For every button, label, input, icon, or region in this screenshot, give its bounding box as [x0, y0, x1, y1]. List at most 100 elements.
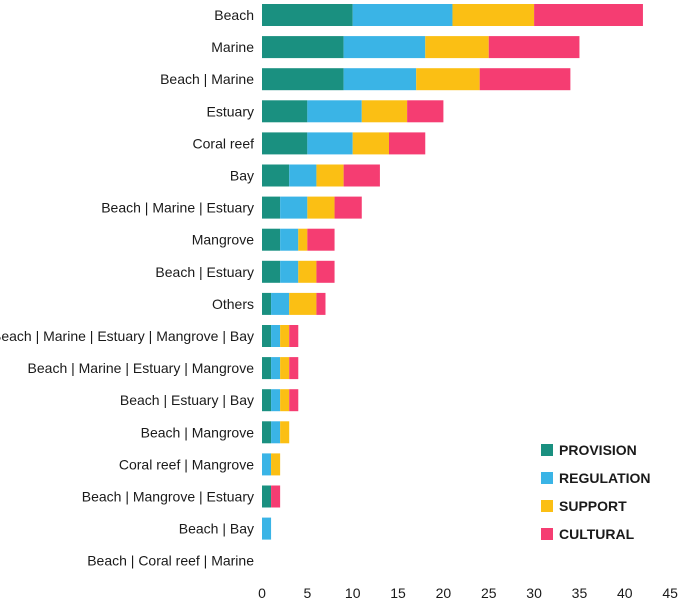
- category-label-coral-reef-mangrove: Coral reef | Mangrove: [119, 456, 254, 472]
- bar-mangrove-provision[interactable]: [262, 228, 281, 251]
- bar-coral-reef-provision[interactable]: [262, 132, 308, 155]
- category-label-beach-marine-estuary-mangrove: Beach | Marine | Estuary | Mangrove: [28, 360, 255, 376]
- bar-mangrove-support[interactable]: [298, 228, 308, 251]
- x-tick-40: 40: [617, 585, 633, 601]
- legend-label-provision[interactable]: PROVISION: [559, 442, 637, 458]
- category-label-beach-mangrove-estuary: Beach | Mangrove | Estuary: [82, 489, 254, 505]
- bar-beach-marine-estuary-mangrove-cultural[interactable]: [289, 357, 299, 380]
- bar-beach-marine-estuary-mangrove-support[interactable]: [280, 357, 290, 380]
- x-tick-0: 0: [258, 585, 266, 601]
- bar-marine-cultural[interactable]: [488, 36, 580, 59]
- legend-swatch-regulation[interactable]: [541, 472, 553, 484]
- x-tick-10: 10: [345, 585, 361, 601]
- bar-beach-marine-estuary-mangrove-bay-provision[interactable]: [262, 325, 272, 347]
- legend-label-support[interactable]: SUPPORT: [559, 498, 627, 514]
- bar-beach-support[interactable]: [452, 4, 535, 26]
- bar-mangrove-regulation[interactable]: [280, 228, 299, 251]
- bar-beach-provision[interactable]: [262, 4, 353, 26]
- bar-beach-marine-cultural[interactable]: [479, 68, 571, 91]
- bar-beach-mangrove-support[interactable]: [280, 421, 290, 444]
- legend-swatch-support[interactable]: [541, 500, 553, 512]
- bar-estuary-provision[interactable]: [262, 100, 308, 123]
- category-label-beach-marine: Beach | Marine: [160, 71, 254, 87]
- x-tick-20: 20: [436, 585, 452, 601]
- bar-beach-mangrove-regulation[interactable]: [271, 421, 281, 444]
- bar-mangrove-cultural[interactable]: [307, 228, 335, 251]
- category-label-beach-marine-estuary-mangrove-bay: Beach | Marine | Estuary | Mangrove | Ba…: [0, 328, 254, 344]
- bar-beach-mangrove-provision[interactable]: [262, 421, 272, 444]
- x-tick-25: 25: [481, 585, 497, 601]
- bar-estuary-support[interactable]: [361, 100, 408, 123]
- bar-beach-marine-estuary-provision[interactable]: [262, 196, 281, 219]
- bar-beach-regulation[interactable]: [352, 4, 453, 26]
- bar-estuary-regulation[interactable]: [307, 100, 362, 123]
- bar-others-provision[interactable]: [262, 292, 272, 315]
- bar-beach-estuary-bay-regulation[interactable]: [271, 389, 281, 412]
- bar-beach-marine-estuary-cultural[interactable]: [334, 196, 362, 219]
- category-label-marine: Marine: [211, 39, 254, 55]
- bar-others-support[interactable]: [289, 292, 317, 315]
- bar-marine-support[interactable]: [425, 36, 489, 59]
- bar-beach-cultural[interactable]: [534, 4, 643, 26]
- bar-beach-marine-estuary-mangrove-regulation[interactable]: [271, 357, 281, 380]
- category-label-bay: Bay: [230, 168, 254, 184]
- category-label-coral-reef: Coral reef: [193, 135, 255, 151]
- category-label-beach-estuary-bay: Beach | Estuary | Bay: [120, 392, 254, 408]
- bar-bay-provision[interactable]: [262, 164, 290, 187]
- bars-layer: [262, 4, 643, 540]
- bar-beach-estuary-bay-cultural[interactable]: [289, 389, 299, 412]
- category-label-beach: Beach: [214, 7, 254, 23]
- bar-coral-reef-mangrove-support[interactable]: [271, 453, 281, 476]
- bar-beach-marine-regulation[interactable]: [343, 68, 417, 91]
- legend-label-cultural[interactable]: CULTURAL: [559, 526, 635, 542]
- bar-bay-support[interactable]: [316, 164, 344, 187]
- bar-coral-reef-cultural[interactable]: [388, 132, 426, 155]
- bar-beach-bay-regulation[interactable]: [262, 517, 272, 540]
- bar-bay-cultural[interactable]: [343, 164, 380, 187]
- x-tick-15: 15: [390, 585, 406, 601]
- bar-coral-reef-mangrove-regulation[interactable]: [262, 453, 272, 476]
- category-label-beach-estuary: Beach | Estuary: [155, 264, 254, 280]
- bar-others-cultural[interactable]: [316, 292, 326, 315]
- bar-beach-estuary-regulation[interactable]: [280, 260, 299, 283]
- category-label-beach-bay: Beach | Bay: [179, 521, 254, 537]
- category-label-beach-mangrove: Beach | Mangrove: [141, 424, 255, 440]
- bar-beach-marine-provision[interactable]: [262, 68, 344, 91]
- bar-estuary-cultural[interactable]: [407, 100, 444, 123]
- x-axis: 0 5 10 15 20 25 30 35 40 45: [258, 585, 678, 601]
- legend[interactable]: PROVISION REGULATION SUPPORT CULTURAL: [541, 442, 651, 542]
- x-tick-5: 5: [303, 585, 311, 601]
- bar-beach-marine-estuary-mangrove-bay-cultural[interactable]: [289, 325, 299, 347]
- legend-swatch-cultural[interactable]: [541, 528, 553, 540]
- bar-beach-marine-estuary-regulation[interactable]: [280, 196, 308, 219]
- bar-beach-mangrove-estuary-provision[interactable]: [262, 485, 272, 508]
- legend-label-regulation[interactable]: REGULATION: [559, 470, 651, 486]
- category-labels: Beach Marine Beach | Marine Estuary Coral re…: [0, 7, 254, 569]
- bar-beach-estuary-cultural[interactable]: [316, 260, 335, 283]
- bar-beach-marine-estuary-mangrove-provision[interactable]: [262, 357, 272, 380]
- bar-marine-regulation[interactable]: [343, 36, 426, 59]
- bar-coral-reef-regulation[interactable]: [307, 132, 353, 155]
- bar-beach-marine-estuary-mangrove-bay-support[interactable]: [280, 325, 290, 347]
- category-label-beach-coral-reef-marine: Beach | Coral reef | Marine: [87, 553, 254, 569]
- bar-beach-estuary-bay-provision[interactable]: [262, 389, 272, 412]
- legend-swatch-provision[interactable]: [541, 444, 553, 456]
- category-label-mangrove: Mangrove: [192, 232, 254, 248]
- bar-beach-estuary-provision[interactable]: [262, 260, 281, 283]
- bar-beach-estuary-support[interactable]: [298, 260, 317, 283]
- bar-others-regulation[interactable]: [271, 292, 290, 315]
- bar-coral-reef-support[interactable]: [352, 132, 389, 155]
- bar-beach-marine-support[interactable]: [416, 68, 480, 91]
- x-tick-45: 45: [662, 585, 678, 601]
- category-label-beach-marine-estuary: Beach | Marine | Estuary: [101, 200, 254, 216]
- bar-marine-provision[interactable]: [262, 36, 344, 59]
- bar-beach-mangrove-estuary-cultural[interactable]: [271, 485, 281, 508]
- category-label-estuary: Estuary: [207, 103, 254, 119]
- category-label-others: Others: [212, 296, 254, 312]
- bar-beach-marine-estuary-support[interactable]: [307, 196, 335, 219]
- bar-beach-estuary-bay-support[interactable]: [280, 389, 290, 412]
- bar-beach-marine-estuary-mangrove-bay-regulation[interactable]: [271, 325, 281, 347]
- x-tick-30: 30: [526, 585, 542, 601]
- bar-bay-regulation[interactable]: [289, 164, 317, 187]
